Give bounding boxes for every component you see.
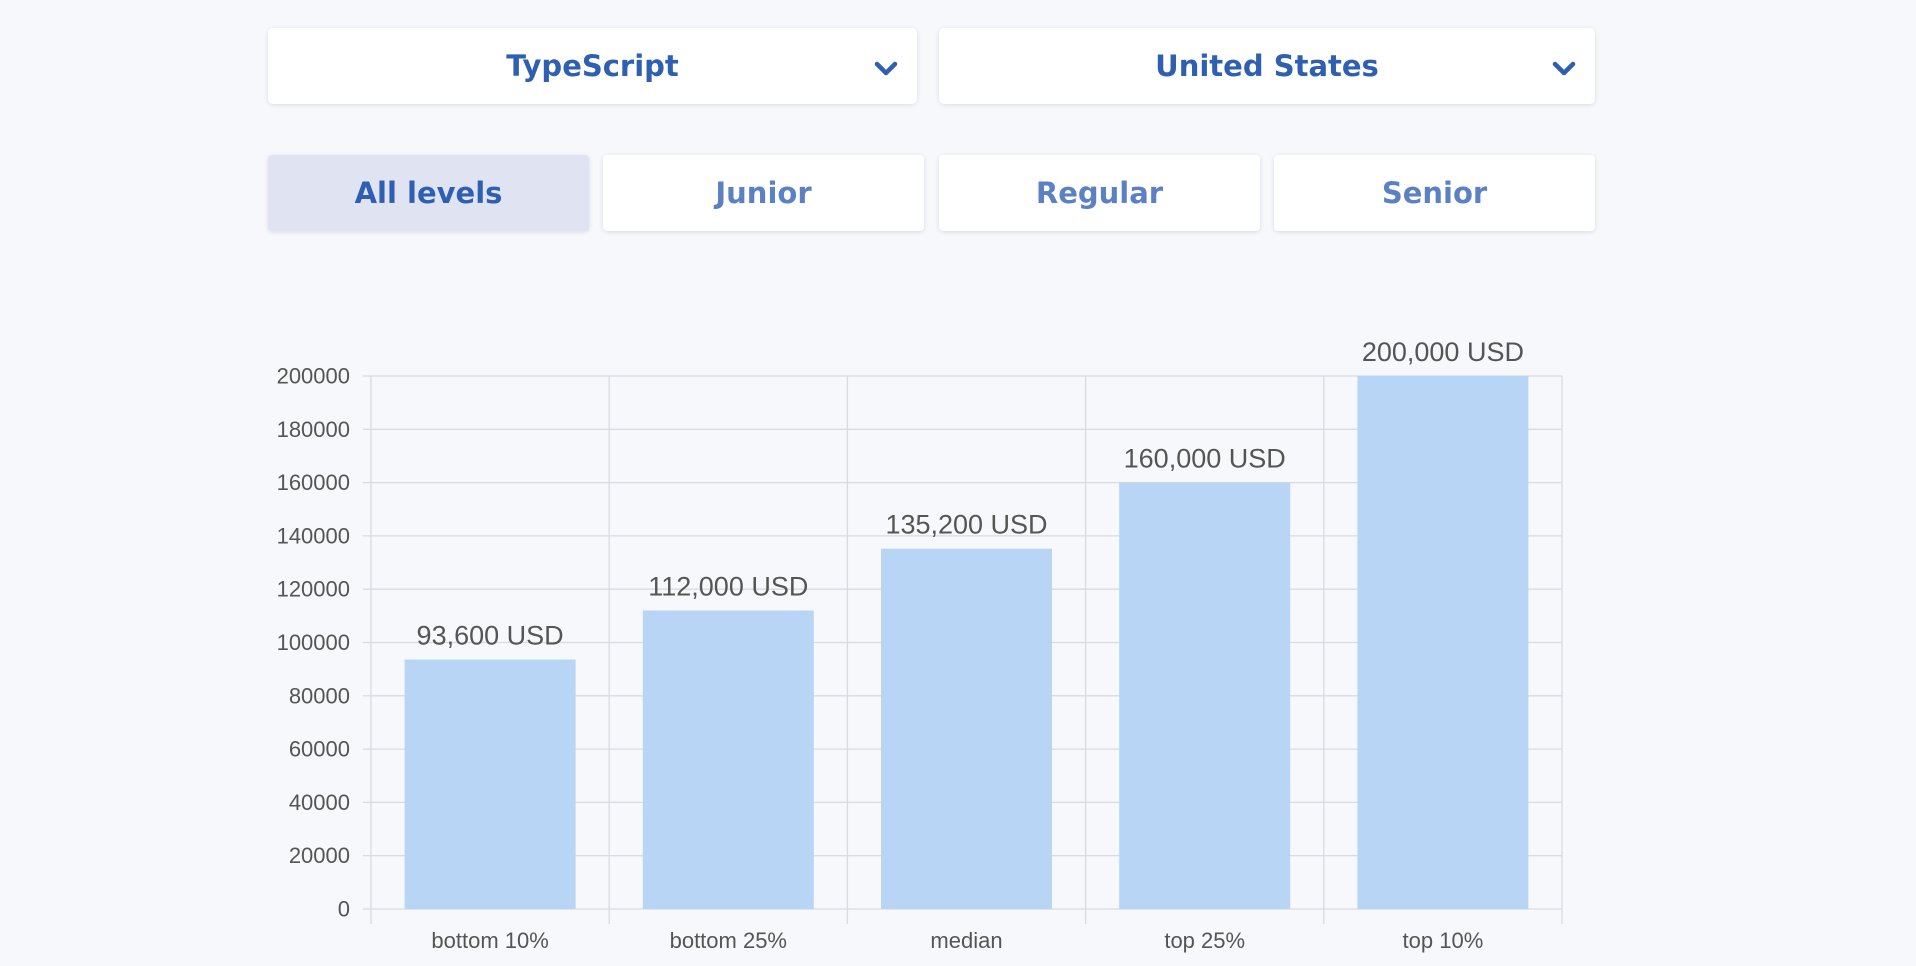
y-tick-label: 100000 — [277, 630, 350, 655]
y-tick-label: 20000 — [289, 843, 350, 868]
tab-senior[interactable]: Senior — [1274, 155, 1595, 231]
y-tick-label: 200000 — [277, 364, 350, 389]
data-label: 112,000 USD — [648, 572, 808, 602]
y-tick-label: 140000 — [277, 523, 350, 548]
x-tick-label: median — [930, 928, 1002, 953]
y-tick-label: 40000 — [289, 790, 350, 815]
x-tick-label: top 25% — [1164, 928, 1245, 953]
x-tick-label: bottom 25% — [670, 928, 787, 953]
data-label: 160,000 USD — [1124, 444, 1286, 474]
data-label: 135,200 USD — [885, 510, 1047, 540]
chevron-down-icon — [1552, 61, 1576, 76]
data-label: 93,600 USD — [417, 621, 564, 651]
tab-junior[interactable]: Junior — [603, 155, 924, 231]
language-select-value: TypeScript — [506, 49, 679, 83]
x-tick-label: top 10% — [1403, 928, 1484, 953]
x-tick-label: bottom 10% — [431, 928, 548, 953]
bar — [881, 548, 1052, 909]
data-label: 200,000 USD — [1362, 337, 1524, 367]
y-tick-label: 160000 — [277, 470, 350, 495]
y-tick-label: 180000 — [277, 417, 350, 442]
y-tick-label: 60000 — [289, 737, 350, 762]
tab-all-levels[interactable]: All levels — [268, 155, 589, 231]
bar — [1119, 482, 1291, 909]
y-tick-label: 80000 — [289, 683, 350, 708]
bar — [642, 610, 814, 909]
bar — [404, 659, 576, 909]
country-select-value: United States — [1155, 49, 1379, 83]
country-select[interactable]: United States — [939, 28, 1595, 104]
tab-regular[interactable]: Regular — [939, 155, 1260, 231]
chevron-down-icon — [874, 61, 898, 76]
bar — [1357, 376, 1529, 909]
language-select[interactable]: TypeScript — [268, 28, 917, 104]
y-tick-label: 120000 — [277, 577, 350, 602]
y-tick-label: 0 — [338, 897, 350, 922]
